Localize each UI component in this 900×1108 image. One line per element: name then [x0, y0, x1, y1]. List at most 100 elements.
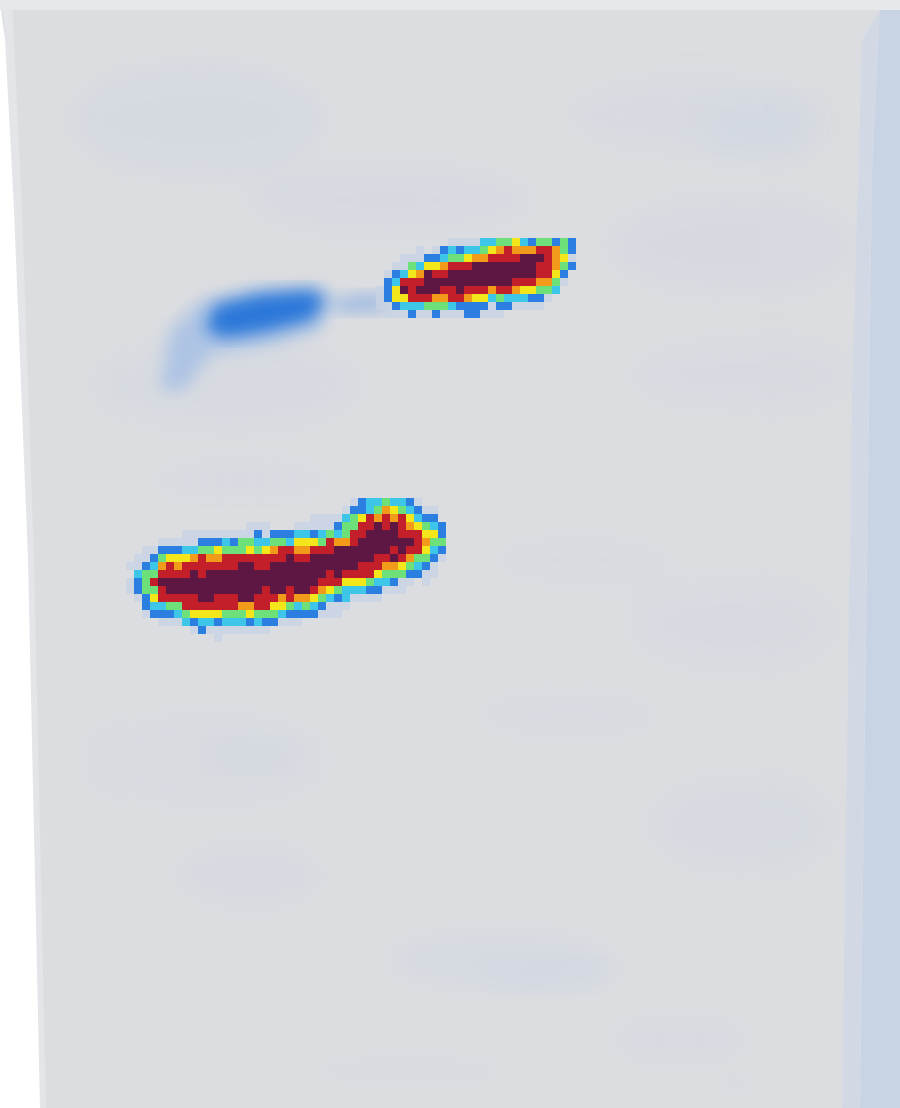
faint-patch: [170, 840, 330, 910]
hotspot-cell: [392, 270, 400, 278]
hotspot-cell: [158, 570, 166, 578]
hotspot-cell: [406, 554, 414, 562]
hotspot-cell: [400, 302, 408, 310]
hotspot-cell: [326, 522, 334, 530]
hotspot-cell: [318, 594, 326, 602]
hotspot-cell: [222, 546, 230, 554]
hotspot-cell: [544, 278, 552, 286]
hotspot-cell: [464, 278, 472, 286]
hotspot-cell: [174, 546, 182, 554]
hotspot-cell: [384, 270, 392, 278]
hotspot-cell: [422, 514, 430, 522]
hotspot-cell: [270, 610, 278, 618]
hotspot-cell: [190, 570, 198, 578]
hotspot-cell: [390, 514, 398, 522]
hotspot-cell: [390, 522, 398, 530]
hotspot-cell: [278, 570, 286, 578]
hotspot-cell: [262, 530, 270, 538]
hotspot-cell: [214, 578, 222, 586]
hotspot-cell: [278, 530, 286, 538]
hotspot-cell: [182, 618, 190, 626]
hotspot-cell: [350, 570, 358, 578]
hotspot-cell: [544, 294, 552, 302]
hotspot-cell: [512, 302, 520, 310]
hotspot-cell: [206, 578, 214, 586]
hotspot-cell: [366, 546, 374, 554]
hotspot-cell: [222, 562, 230, 570]
hotspot-cell: [382, 554, 390, 562]
hotspot-cell: [424, 302, 432, 310]
hotspot-cell: [414, 562, 422, 570]
hotspot-cell: [528, 254, 536, 262]
hotspot-cell: [310, 522, 318, 530]
hotspot-cell: [286, 546, 294, 554]
hotspot-cell: [206, 546, 214, 554]
hotspot-cell: [382, 586, 390, 594]
hotspot-cell: [496, 254, 504, 262]
hotspot-cell: [496, 262, 504, 270]
hotspot-cell: [134, 562, 142, 570]
hotspot-cell: [512, 262, 520, 270]
hotspot-cell: [222, 618, 230, 626]
hotspot-cell: [326, 514, 334, 522]
hotspot-cell: [198, 602, 206, 610]
hotspot-cell: [302, 538, 310, 546]
hotspot-cell: [430, 570, 438, 578]
hotspot-cell: [432, 310, 440, 318]
hotspot-cell: [278, 546, 286, 554]
hotspot-cell: [366, 514, 374, 522]
hotspot-cell: [536, 294, 544, 302]
hotspot-cell: [190, 594, 198, 602]
hotspot-cell: [358, 570, 366, 578]
hotspot-cell: [342, 570, 350, 578]
hotspot-cell: [544, 238, 552, 246]
hotspot-cell: [286, 538, 294, 546]
hotspot-cell: [384, 286, 392, 294]
hotspot-cell: [206, 570, 214, 578]
hotspot-cell: [158, 562, 166, 570]
hotspot-cell: [214, 554, 222, 562]
hotspot-cell: [400, 254, 408, 262]
hotspot-cell: [488, 262, 496, 270]
hotspot-cell: [496, 270, 504, 278]
hotspot-cell: [504, 238, 512, 246]
hotspot-cell: [206, 618, 214, 626]
hotspot-cell: [480, 254, 488, 262]
hotspot-cell: [390, 570, 398, 578]
hotspot-cell: [254, 618, 262, 626]
hotspot-cell: [400, 286, 408, 294]
hotspot-cell: [504, 246, 512, 254]
hotspot-cell: [464, 270, 472, 278]
hotspot-cell: [198, 562, 206, 570]
hotspot-cell: [464, 294, 472, 302]
hotspot-cell: [222, 594, 230, 602]
hotspot-cell: [206, 594, 214, 602]
hotspot-cell: [262, 602, 270, 610]
hotspot-cell: [358, 578, 366, 586]
hotspot-cell: [440, 246, 448, 254]
hotspot-cell: [318, 530, 326, 538]
hotspot-cell: [142, 562, 150, 570]
hotspot-cell: [238, 538, 246, 546]
hotspot-cell: [358, 514, 366, 522]
hotspot-cell: [536, 302, 544, 310]
hotspot-cell: [294, 562, 302, 570]
hotspot-cell: [214, 594, 222, 602]
hotspot-cell: [366, 570, 374, 578]
hotspot-cell: [214, 626, 222, 634]
hotspot-cell: [318, 522, 326, 530]
hotspot-cell: [254, 578, 262, 586]
hotspot-cell: [520, 302, 528, 310]
hotspot-cell: [440, 278, 448, 286]
hotspot-cell: [414, 506, 422, 514]
hotspot-cell: [464, 254, 472, 262]
hotspot-cell: [390, 498, 398, 506]
hotspot-cell: [440, 270, 448, 278]
hotspot-cell: [366, 594, 374, 602]
hotspot-cell: [464, 310, 472, 318]
hotspot-cell: [392, 302, 400, 310]
hotspot-cell: [254, 570, 262, 578]
hotspot-cell: [400, 262, 408, 270]
hotspot-cell: [286, 530, 294, 538]
